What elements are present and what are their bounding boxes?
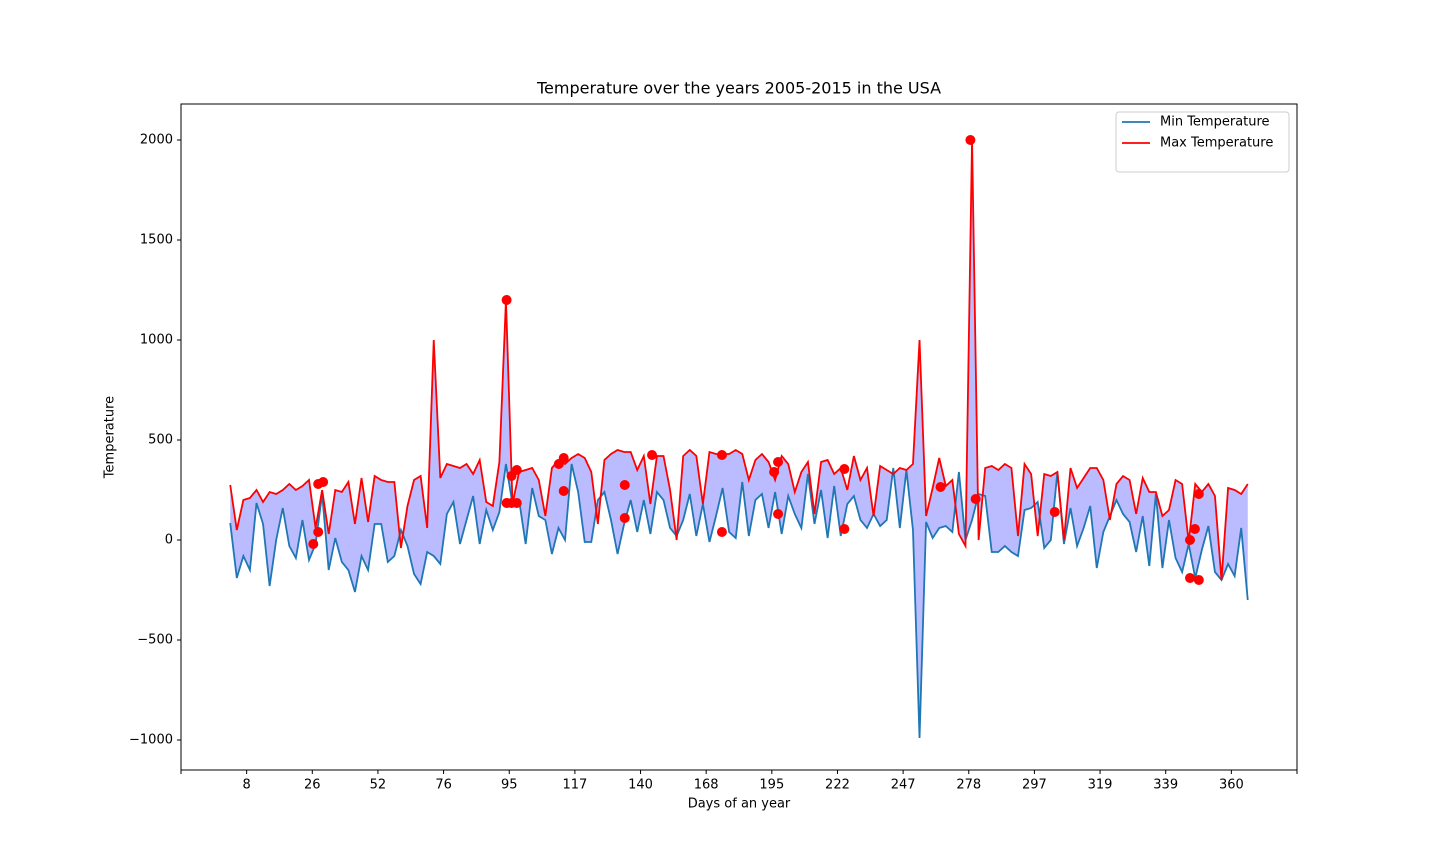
y-tick-label: 2000 xyxy=(140,133,173,148)
x-tick-label: 360 xyxy=(1219,778,1244,793)
x-tick-label: 297 xyxy=(1022,778,1047,793)
record-point xyxy=(511,498,522,508)
y-tick-label: 1500 xyxy=(140,233,173,248)
x-tick-label: 95 xyxy=(501,778,518,793)
record-point xyxy=(1193,575,1204,585)
legend-label: Max Temperature xyxy=(1160,136,1273,151)
record-point xyxy=(619,480,630,490)
x-tick-label: 222 xyxy=(825,778,850,793)
x-tick-label: 168 xyxy=(694,778,719,793)
record-point xyxy=(935,482,946,492)
record-point xyxy=(501,295,512,305)
legend-label: Min Temperature xyxy=(1160,115,1270,130)
record-point xyxy=(558,486,569,496)
y-tick-label: −500 xyxy=(137,633,173,648)
x-tick-label: 278 xyxy=(956,778,981,793)
record-point xyxy=(558,453,569,463)
record-point xyxy=(716,450,727,460)
chart-title: Temperature over the years 2005-2015 in … xyxy=(536,79,941,98)
record-point xyxy=(313,527,324,537)
x-tick-label: 319 xyxy=(1088,778,1113,793)
x-tick-label: 339 xyxy=(1153,778,1178,793)
x-tick-label: 8 xyxy=(243,778,251,793)
x-tick-label: 117 xyxy=(562,778,587,793)
y-tick-label: 500 xyxy=(148,433,173,448)
record-point xyxy=(619,513,630,523)
x-tick-label: 195 xyxy=(759,778,784,793)
fill-between xyxy=(230,140,1248,738)
y-tick-label: 1000 xyxy=(140,333,173,348)
x-axis-label: Days of an year xyxy=(688,797,791,812)
x-tick-label: 140 xyxy=(628,778,653,793)
record-point xyxy=(839,524,850,534)
record-point xyxy=(1184,573,1195,583)
record-point xyxy=(716,527,727,537)
record-point xyxy=(647,450,658,460)
y-tick-label: 0 xyxy=(165,533,173,548)
legend-box xyxy=(1115,111,1290,173)
x-tick-label: 247 xyxy=(891,778,916,793)
x-tick-label: 26 xyxy=(304,778,321,793)
plot-frame xyxy=(180,103,1298,771)
record-point xyxy=(1184,535,1195,545)
record-point xyxy=(1049,507,1060,517)
record-point xyxy=(511,465,522,475)
record-point xyxy=(970,494,981,504)
record-point xyxy=(1189,524,1200,534)
record-point xyxy=(769,467,780,477)
record-point xyxy=(773,509,784,519)
record-point xyxy=(308,539,319,549)
record-point xyxy=(318,477,329,487)
record-point xyxy=(965,135,976,145)
series-line xyxy=(229,139,1249,581)
y-axis-label: Temperature xyxy=(103,396,118,479)
record-point xyxy=(839,464,850,474)
record-point xyxy=(773,457,784,467)
y-tick-label: −1000 xyxy=(129,733,173,748)
x-tick-label: 76 xyxy=(435,778,452,793)
record-point xyxy=(1193,489,1204,499)
x-tick-label: 52 xyxy=(370,778,387,793)
